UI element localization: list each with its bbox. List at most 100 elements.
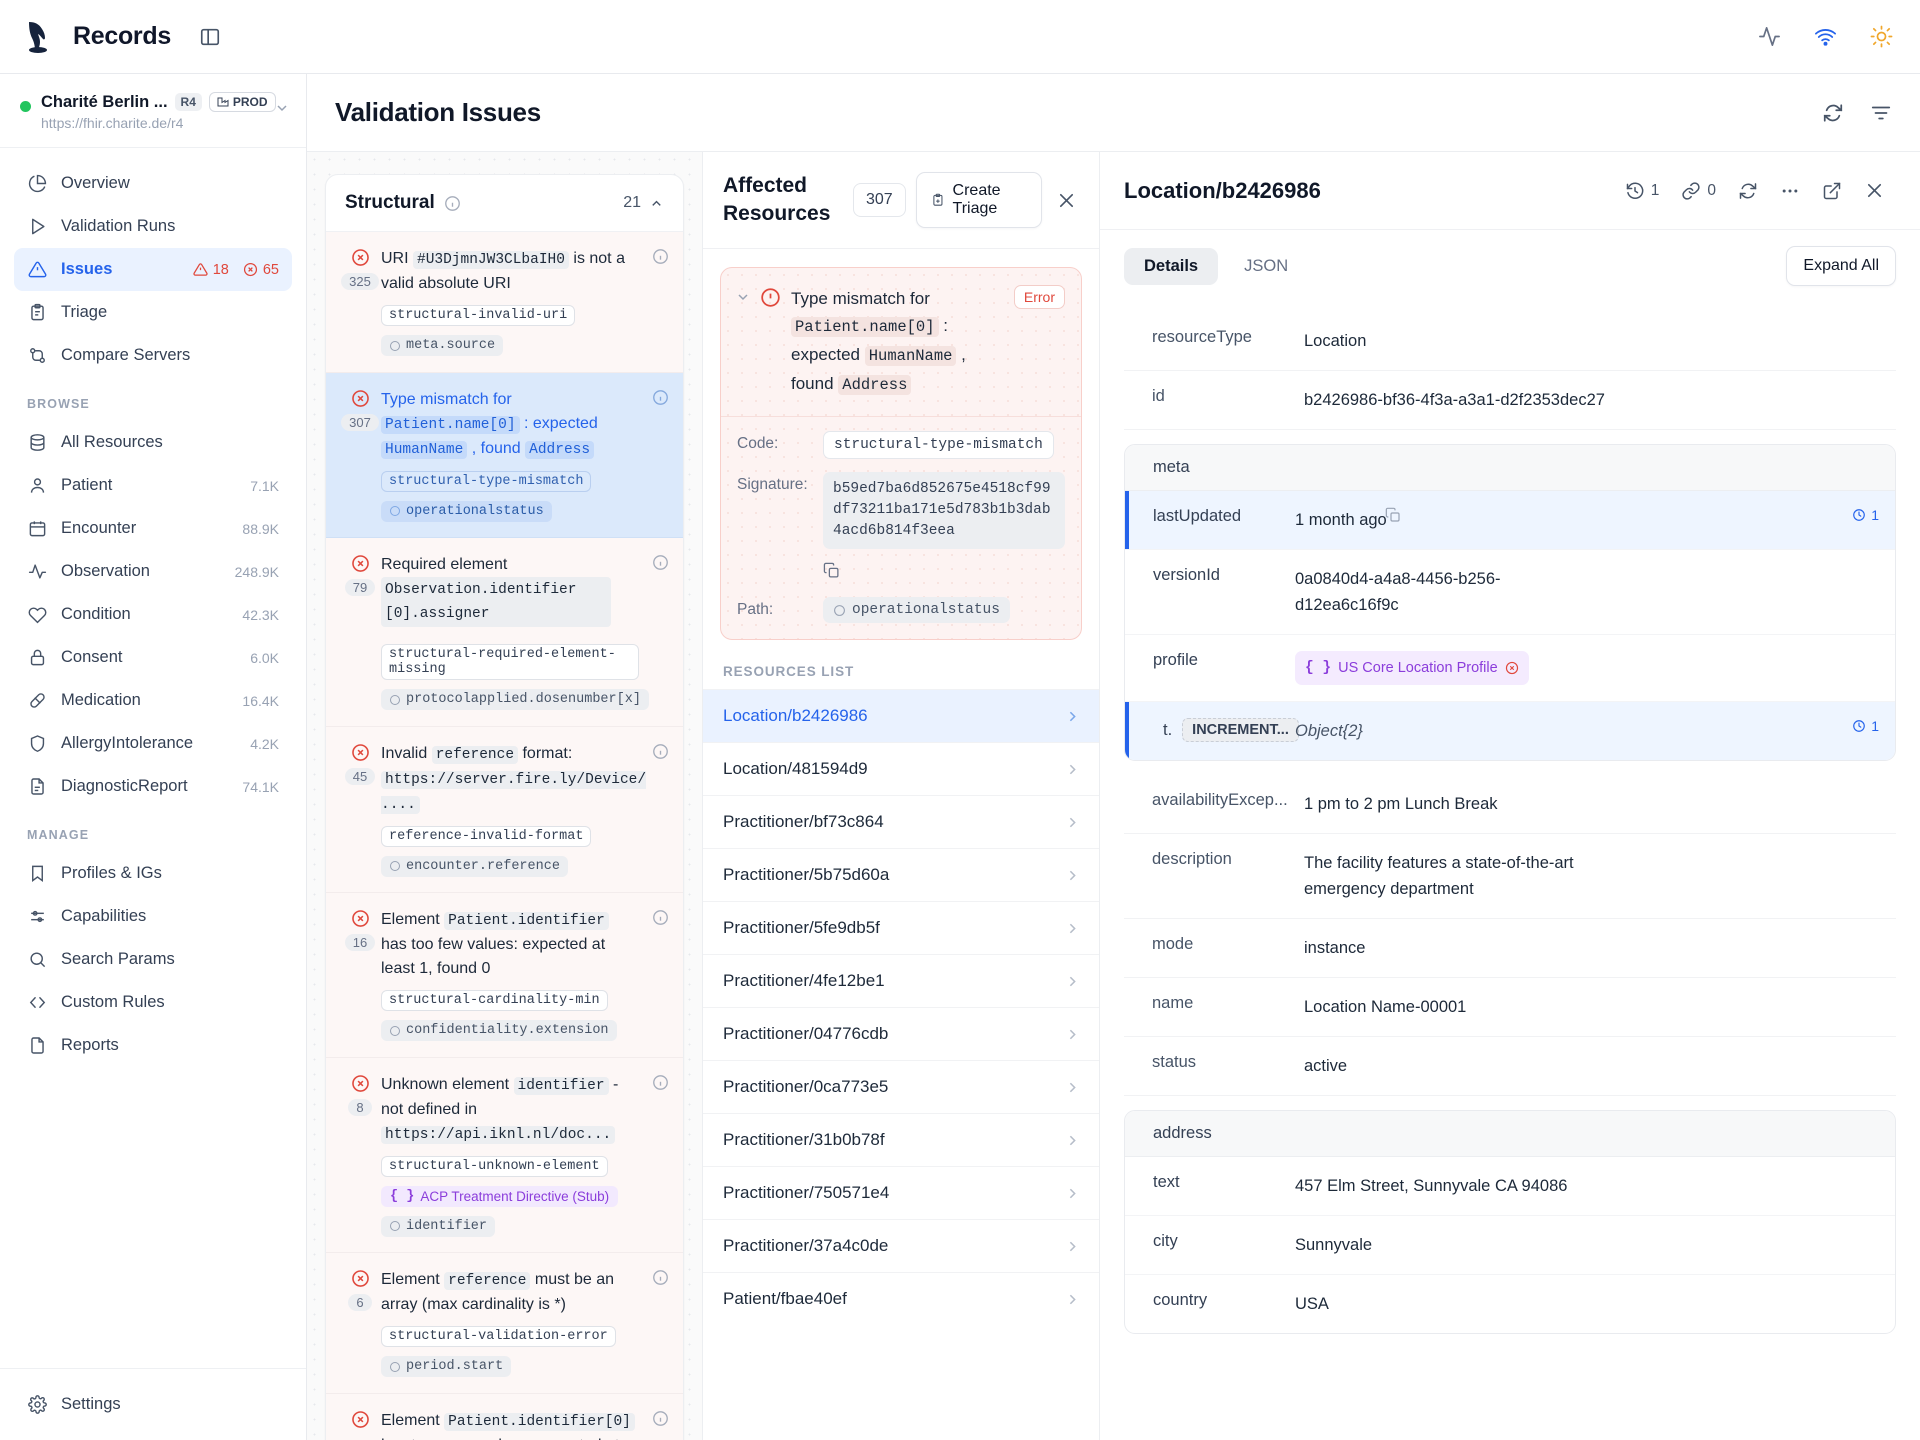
issue-row[interactable]: 6 Element reference must be an array (ma… <box>326 1253 683 1394</box>
expand-all-button[interactable]: Expand All <box>1786 246 1896 286</box>
resource-list-item[interactable]: Practitioner/bf73c864 <box>703 795 1099 848</box>
error-message: Type mismatch for Patient.name[0] : expe… <box>791 289 966 395</box>
issue-row[interactable]: 16 Element Patient.identifier has too fe… <box>326 893 683 1058</box>
field-value: b2426986-bf36-4f3a-a3a1-d2f2353dec27 <box>1304 391 1605 409</box>
issue-path-tag: identifier <box>381 1215 496 1237</box>
info-icon[interactable] <box>652 743 669 760</box>
resource-list-item[interactable]: Location/481594d9 <box>703 742 1099 795</box>
address-object-card: address text 457 Elm Street, Sunnyvale C… <box>1124 1110 1896 1334</box>
top-bar: Records <box>0 0 1920 74</box>
issue-row[interactable]: Element Patient.identifier[0] has too ma… <box>326 1393 683 1440</box>
server-url: https://fhir.charite.de/r4 <box>41 115 184 131</box>
more-icon[interactable] <box>1769 173 1811 209</box>
resource-list-item[interactable]: Practitioner/750571e4 <box>703 1166 1099 1219</box>
sun-icon[interactable] <box>1868 24 1894 50</box>
sidebar-nav: Overview Validation Runs Issues 18 65 <box>0 148 306 1368</box>
activity-icon[interactable] <box>1756 24 1782 50</box>
tab-json[interactable]: JSON <box>1244 256 1289 275</box>
info-icon[interactable] <box>652 248 669 265</box>
open-external-icon[interactable] <box>1811 173 1853 209</box>
sidebar-item-triage[interactable]: Triage <box>14 291 292 334</box>
sidebar-label: Profiles & IGs <box>61 864 162 882</box>
link-icon[interactable]: 0 <box>1670 173 1727 209</box>
sidebar-item-capabilities[interactable]: Capabilities <box>14 895 292 938</box>
issue-row-selected[interactable]: 307 Type mismatch for Patient.name[0] : … <box>326 372 683 538</box>
info-icon[interactable] <box>652 1410 669 1427</box>
wifi-icon[interactable] <box>1812 24 1838 50</box>
issue-group-header[interactable]: Structural 21 <box>326 175 683 232</box>
info-icon[interactable] <box>652 1074 669 1091</box>
sidebar-item-custom-rules[interactable]: Custom Rules <box>14 981 292 1024</box>
resource-list-item[interactable]: Practitioner/4fe12be1 <box>703 954 1099 1007</box>
field-key: t. <box>1163 720 1173 739</box>
error-icon <box>351 910 369 927</box>
server-selector[interactable]: Charité Berlin ... R4 PROD https://fhir.… <box>0 74 306 148</box>
sidebar-label: Compare Servers <box>61 346 191 364</box>
resource-list-item[interactable]: Practitioner/31b0b78f <box>703 1113 1099 1166</box>
meta-row-lastupdated[interactable]: lastUpdated 1 month ago 1 <box>1125 491 1895 550</box>
sidebar-item-issues[interactable]: Issues 18 65 <box>14 248 292 291</box>
user-icon <box>27 476 47 496</box>
resource-list-item[interactable]: Practitioner/37a4c0de <box>703 1219 1099 1272</box>
sidebar-item-profiles-igs[interactable]: Profiles & IGs <box>14 852 292 895</box>
info-icon[interactable] <box>444 195 461 212</box>
resource-list-item[interactable]: Patient/fbae40ef <box>703 1272 1099 1325</box>
info-icon[interactable] <box>652 554 669 571</box>
panel-toggle-icon[interactable] <box>197 24 223 50</box>
tab-details[interactable]: Details <box>1124 247 1219 285</box>
issue-row[interactable]: 8 Unknown element identifier - not defin… <box>326 1057 683 1253</box>
heart-icon <box>27 605 47 625</box>
issue-row[interactable]: 79 Required element Observation.identifi… <box>326 538 683 727</box>
issue-row[interactable]: 325 URI #U3DjmnJW3CLbaIH0 is not a valid… <box>326 232 683 373</box>
row-history-badge: 1 <box>1852 718 1879 734</box>
sidebar-item-compare-servers[interactable]: Compare Servers <box>14 334 292 377</box>
resource-list-item[interactable]: Practitioner/5fe9db5f <box>703 901 1099 954</box>
sidebar-item-medication[interactable]: Medication 16.4K <box>14 679 292 722</box>
sidebar-item-search-params[interactable]: Search Params <box>14 938 292 981</box>
field-key: status <box>1152 1053 1197 1071</box>
sidebar-item-consent[interactable]: Consent 6.0K <box>14 636 292 679</box>
sidebar-item-all-resources[interactable]: All Resources <box>14 421 292 464</box>
sidebar-item-reports[interactable]: Reports <box>14 1024 292 1067</box>
history-icon[interactable]: 1 <box>1614 173 1671 209</box>
resource-list-item-selected[interactable]: Location/b2426986 <box>703 689 1099 742</box>
field-value: 1 month ago <box>1295 511 1387 529</box>
sidebar-item-settings[interactable]: Settings <box>14 1383 292 1426</box>
copy-icon[interactable] <box>1385 507 1401 523</box>
resource-list-item[interactable]: Practitioner/5b75d60a <box>703 848 1099 901</box>
issue-row[interactable]: 45 Invalid reference format: https://ser… <box>326 726 683 893</box>
code-icon <box>27 993 47 1013</box>
sidebar-item-encounter[interactable]: Encounter 88.9K <box>14 507 292 550</box>
info-icon[interactable] <box>652 1269 669 1286</box>
resource-list-item[interactable]: Practitioner/0ca773e5 <box>703 1060 1099 1113</box>
field-value: Sunnyvale <box>1295 1236 1373 1254</box>
address-object-header: address <box>1125 1111 1895 1157</box>
sidebar-item-diagnosticreport[interactable]: DiagnosticReport 74.1K <box>14 765 292 808</box>
meta-row-increment[interactable]: t. INCREMENT... Object{2} 1 <box>1125 702 1895 760</box>
detail-field-row: status active <box>1124 1037 1896 1096</box>
sidebar-item-validation-runs[interactable]: Validation Runs <box>14 205 292 248</box>
issue-code-tag: structural-invalid-uri <box>381 305 576 326</box>
profile-chip[interactable]: { } US Core Location Profile <box>1295 651 1529 685</box>
refresh-icon[interactable] <box>1727 173 1769 209</box>
server-status-dot <box>20 101 31 112</box>
chevron-down-icon[interactable] <box>274 100 290 116</box>
sidebar-label: AllergyIntolerance <box>61 734 194 752</box>
resource-list-item[interactable]: Practitioner/04776cdb <box>703 1007 1099 1060</box>
copy-icon[interactable] <box>823 562 840 579</box>
sidebar-count: 88.9K <box>242 520 279 537</box>
close-icon[interactable] <box>1853 172 1896 209</box>
sidebar-label: Consent <box>61 648 123 666</box>
info-icon[interactable] <box>652 909 669 926</box>
close-icon[interactable] <box>1052 186 1081 215</box>
refresh-icon[interactable] <box>1822 102 1844 124</box>
info-icon[interactable] <box>652 389 669 406</box>
chevron-down-icon[interactable] <box>735 285 751 399</box>
filter-icon[interactable] <box>1870 102 1892 124</box>
create-triage-button[interactable]: Create Triage <box>915 172 1042 228</box>
sidebar-item-patient[interactable]: Patient 7.1K <box>14 464 292 507</box>
sidebar-item-allergyintolerance[interactable]: AllergyIntolerance 4.2K <box>14 722 292 765</box>
sidebar-item-condition[interactable]: Condition 42.3K <box>14 593 292 636</box>
sidebar-item-observation[interactable]: Observation 248.9K <box>14 550 292 593</box>
sidebar-item-overview[interactable]: Overview <box>14 162 292 205</box>
